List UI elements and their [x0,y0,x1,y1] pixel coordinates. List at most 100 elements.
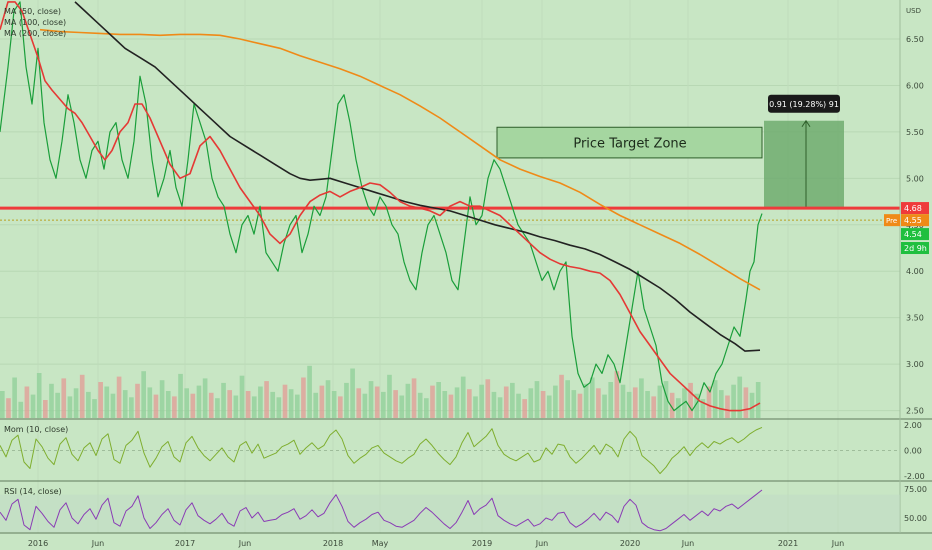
volume-bar [479,384,484,418]
volume-bar [417,392,423,418]
time-tick-label: Jun [535,539,549,548]
ma50-line [0,1,761,412]
volume-bars [0,365,761,418]
time-tick-label: May [372,539,389,548]
volume-bar [387,374,392,418]
price-tag [901,202,929,215]
momentum-tick-label: 2.00 [904,421,922,430]
volume-bar [153,394,159,418]
volume-bar [331,391,337,418]
volume-bar [6,398,11,418]
volume-bar [159,380,165,418]
ma-legend-label: MA (200, close) [4,29,66,38]
time-tick-label: Jun [91,539,105,548]
volume-bar [424,398,429,418]
measure-box [764,120,844,209]
ma-legend-label: MA (50, close) [4,7,61,16]
price-tag [901,214,929,227]
volume-bar [405,383,411,418]
price-tick-label: 6.00 [906,81,924,90]
volume-bar [67,396,73,418]
volume-bar [534,381,540,418]
volume-bar [485,379,491,418]
ma200-line [39,28,761,291]
volume-bar [141,371,146,418]
volume-bar [239,375,245,418]
volume-bar [104,386,110,418]
zones-layer [496,119,844,209]
volume-bar [731,384,736,418]
rsi-tick-label: 50.00 [904,514,927,523]
volume-bar [79,374,85,418]
price-tag-label: 2d 9h [904,244,927,253]
volume-bar [602,394,607,418]
price-tag-label: 4.55 [904,216,922,225]
volume-bar [381,391,386,418]
volume-bar [368,381,374,418]
volume-bar [540,391,546,418]
volume-bar [663,381,669,418]
volume-bar [608,382,614,418]
volume-bar [49,383,54,418]
volume-bar [583,383,589,418]
volume-bar [178,373,183,418]
volume-bar [559,374,564,418]
volume-bar [313,392,319,418]
volume-bar [510,382,515,418]
volume-bar [251,396,257,418]
volume-bar [135,383,140,418]
volume-bar [12,377,17,418]
price-tag [901,242,929,255]
labels-layer: Price Target Zone 0.91 (19.28%) 91 4.68 4.5… [4,7,929,496]
rsi-legend: RSI (14, close) [4,487,62,496]
volume-bar [92,399,97,418]
volume-bar [196,385,202,418]
volume-bar [694,393,700,418]
volume-bar [516,393,521,418]
volume-bar [565,380,570,418]
volume-bar [467,389,472,418]
volume-bar [276,397,282,418]
volume-bar [325,380,331,418]
volume-bar [55,392,60,418]
volume-bar [215,398,220,418]
volume-bar [110,393,116,418]
volume-bar [700,399,706,418]
volume-bar [374,386,380,418]
time-tick-label: 2020 [620,539,640,548]
volume-bar [454,387,460,418]
volume-bar [718,390,724,418]
volume-bar [73,388,79,418]
volume-bar [270,391,276,418]
volume-bar [147,387,153,418]
volume-bar [725,395,730,418]
volume-bar [448,394,454,418]
volume-bar [749,392,755,418]
volume-bar [245,391,251,418]
volume-bar [399,395,405,418]
volume-bar [626,391,632,418]
volume-bar [577,393,583,418]
time-tick-label: Jun [831,539,845,548]
volume-bar [497,397,503,418]
volume-bar [294,394,300,418]
price-tick-label: 4.00 [906,267,924,276]
volume-bar [0,391,5,418]
volume-bar [528,388,534,418]
volume-bar [208,392,214,418]
momentum-tick-label: 0.00 [904,447,922,456]
volume-bar [233,395,239,418]
volume-bar [165,391,171,418]
volume-bar [706,386,712,418]
price-tick-label: 5.00 [906,174,924,183]
volume-bar [362,393,368,418]
rsi-band [0,494,900,532]
lines-layer [0,1,900,412]
momentum-line [0,426,763,475]
volume-bar [221,382,226,418]
volume-bar [122,390,128,418]
price-tag [901,228,929,241]
volume-bar [190,393,196,418]
price-tick-label: 3.50 [906,314,924,323]
